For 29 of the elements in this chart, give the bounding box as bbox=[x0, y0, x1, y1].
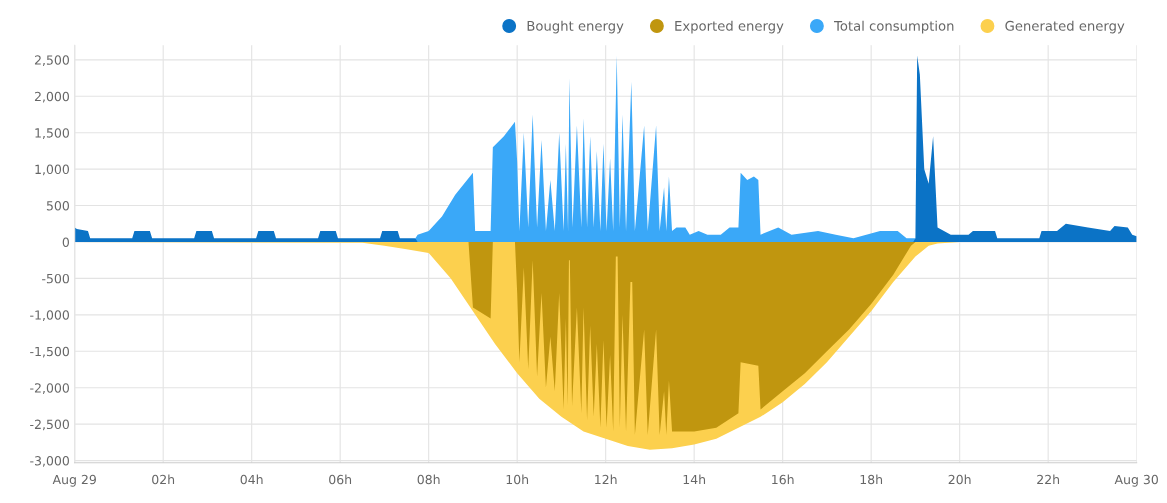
legend-label: Exported energy bbox=[675, 20, 784, 34]
y-tick-label: 1,500 bbox=[35, 128, 69, 139]
x-tick-label: 16h bbox=[772, 474, 794, 485]
legend-label: Generated energy bbox=[1005, 20, 1125, 34]
x-tick-label: 04h bbox=[240, 474, 263, 485]
y-tick-label: -3,000 bbox=[30, 456, 69, 467]
y-tick-label: -1,000 bbox=[30, 310, 69, 322]
x-tick-label: 02h bbox=[152, 474, 175, 485]
legend-label: Total consumption bbox=[834, 20, 954, 34]
x-tick-label: 08h bbox=[417, 474, 440, 485]
legend-label: Bought energy bbox=[527, 20, 624, 34]
x-tick-label: 06h bbox=[329, 474, 352, 485]
x-tick-label: 14h bbox=[683, 474, 706, 485]
x-tick-label: 12h bbox=[595, 474, 617, 485]
x-tick-label: 22h bbox=[1037, 474, 1060, 485]
x-tick-label: Aug 29 bbox=[52, 474, 96, 487]
x-tick-label: Aug 30 bbox=[1114, 474, 1158, 487]
x-tick-label: 20h bbox=[948, 474, 971, 485]
y-tick-label: -500 bbox=[42, 273, 69, 284]
y-tick-label: -2,000 bbox=[30, 383, 69, 394]
y-tick-label: 0 bbox=[62, 237, 69, 247]
y-tick-label: 1,000 bbox=[35, 164, 69, 176]
x-tick-label: 10h bbox=[506, 474, 529, 485]
x-tick-label: 18h bbox=[860, 474, 883, 485]
y-tick-label: 500 bbox=[46, 201, 69, 211]
y-tick-label: -2,500 bbox=[30, 419, 69, 431]
y-tick-label: -1,500 bbox=[30, 346, 69, 358]
y-tick-label: 2,000 bbox=[34, 91, 69, 103]
y-tick-label: 2,500 bbox=[34, 55, 69, 67]
